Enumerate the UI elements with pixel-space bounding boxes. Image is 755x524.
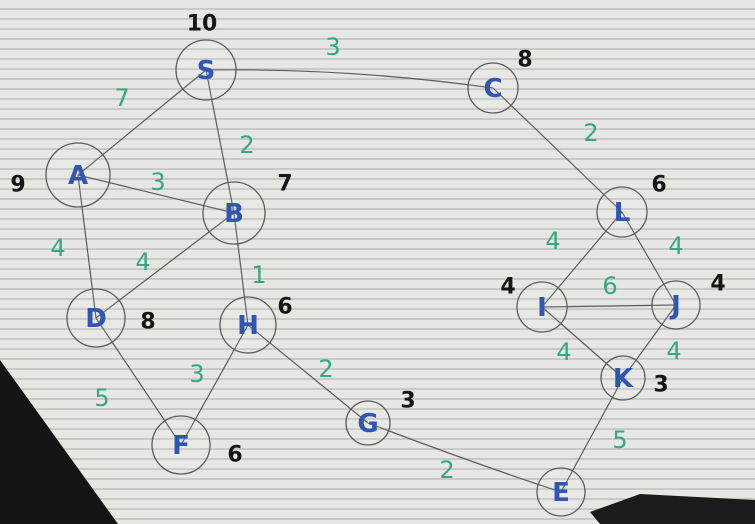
edges-layer	[77, 69, 677, 493]
edge-weight-s-a: 7	[114, 84, 129, 112]
edge-a-d	[77, 174, 97, 319]
node-j: J	[651, 280, 701, 330]
edge-i-j	[541, 304, 677, 308]
edge-weight-h-g: 2	[318, 355, 333, 383]
node-circle	[651, 280, 701, 330]
heuristic-b: 7	[277, 172, 292, 197]
edge-weight-i-j: 6	[602, 272, 617, 300]
node-e: E	[536, 467, 586, 517]
node-circle	[467, 62, 519, 114]
edge-s-c	[205, 69, 494, 89]
node-label: I	[537, 293, 547, 323]
edge-l-j	[621, 211, 677, 306]
edge-s-b	[205, 69, 235, 214]
heuristic-d: 8	[140, 310, 155, 335]
heuristic-f: 6	[227, 443, 242, 468]
node-circle	[202, 181, 266, 245]
edge-weight-j-k: 4	[666, 337, 681, 365]
node-circle	[219, 296, 277, 354]
node-c: C	[467, 62, 519, 114]
edge-weight-b-d: 4	[135, 248, 150, 276]
heuristic-g: 3	[400, 389, 415, 414]
node-circle	[516, 281, 568, 333]
node-i: I	[516, 281, 568, 333]
node-circle	[151, 415, 211, 475]
node-d: D	[66, 288, 126, 348]
edge-h-f	[180, 324, 249, 446]
edge-weight-l-i: 4	[545, 227, 560, 255]
node-label: J	[669, 291, 681, 321]
node-label: K	[613, 364, 634, 394]
node-label: S	[197, 56, 216, 86]
heuristic-c: 8	[517, 48, 532, 73]
heuristic-h: 6	[277, 295, 292, 320]
node-label: A	[68, 161, 88, 191]
node-label: E	[552, 478, 570, 508]
heuristic-k: 3	[653, 373, 668, 398]
node-circle	[536, 467, 586, 517]
node-f: F	[151, 415, 211, 475]
edge-g-e	[367, 422, 562, 493]
edge-d-f	[95, 317, 182, 446]
edge-weight-a-b: 3	[150, 168, 165, 196]
node-circle	[596, 186, 648, 238]
edge-weight-g-e: 2	[439, 456, 454, 484]
edge-weight-c-l: 2	[583, 119, 598, 147]
node-label: B	[224, 199, 244, 229]
edge-l-i	[541, 211, 623, 308]
node-label: C	[483, 74, 502, 104]
heuristic-i: 4	[500, 275, 515, 300]
edge-a-b	[77, 174, 235, 214]
edge-i-k	[541, 306, 624, 379]
edge-s-a	[77, 69, 207, 176]
heuristics-layer: 10 9 7 8 6 6 3 8 6 4 4 3	[10, 12, 725, 468]
heuristic-a: 9	[10, 173, 25, 198]
edge-c-l	[492, 87, 623, 213]
edge-weight-h-f: 3	[189, 360, 204, 388]
node-circle	[175, 39, 237, 101]
node-label: F	[172, 431, 190, 461]
edge-weight-d-f: 5	[94, 384, 109, 412]
node-circle	[66, 288, 126, 348]
edge-weight-k-e: 5	[612, 426, 627, 454]
edge-weight-i-k: 4	[556, 338, 571, 366]
node-label: G	[357, 409, 378, 439]
nodes-layer: S A B D H F G C L I J K E	[45, 39, 701, 517]
heuristic-j: 4	[710, 272, 725, 297]
node-circle	[600, 355, 646, 401]
edge-weight-b-h: 1	[251, 261, 266, 289]
edge-weight-s-b: 2	[239, 131, 254, 159]
heuristic-s: 10	[187, 12, 218, 37]
node-h: H	[219, 296, 277, 354]
edge-b-h	[233, 212, 249, 326]
node-a: A	[45, 142, 111, 208]
edge-j-k	[622, 304, 677, 379]
node-label: H	[237, 311, 259, 341]
edge-weight-l-j: 4	[668, 232, 683, 260]
node-label: D	[85, 304, 107, 334]
node-g: G	[345, 400, 391, 446]
edge-weight-s-c: 3	[325, 33, 340, 61]
node-b: B	[202, 181, 266, 245]
node-s: S	[175, 39, 237, 101]
node-circle	[45, 142, 111, 208]
node-l: L	[596, 186, 648, 238]
node-label: L	[614, 198, 631, 228]
heuristic-l: 6	[651, 173, 666, 198]
edge-weight-a-d: 4	[50, 234, 65, 262]
node-circle	[345, 400, 391, 446]
node-k: K	[600, 355, 646, 401]
edge-h-g	[247, 324, 369, 424]
